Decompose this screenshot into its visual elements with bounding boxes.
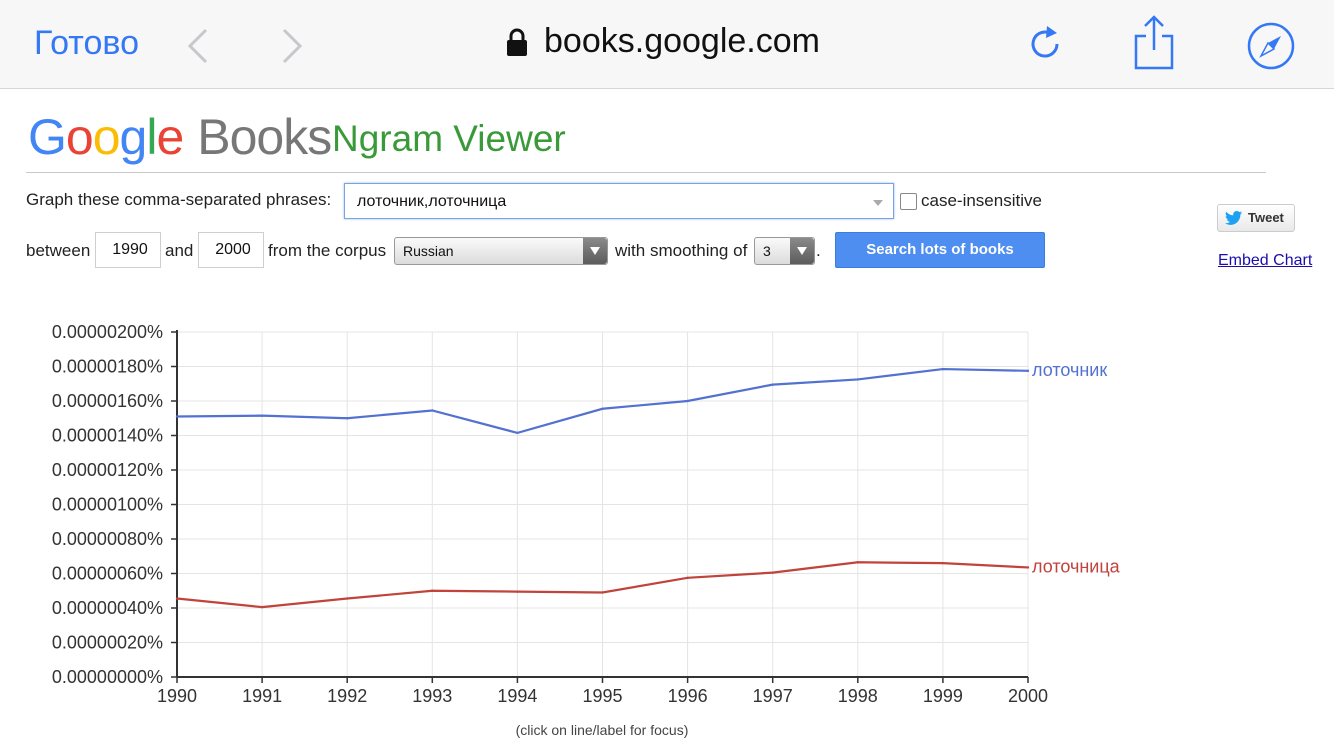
x-tick-label: 1990 <box>157 686 197 706</box>
y-tick-label: 0.00000180% <box>52 357 163 377</box>
data-point <box>516 431 519 435</box>
corpus-select[interactable]: Russian <box>394 237 608 265</box>
forward-chevron-icon[interactable] <box>276 26 306 66</box>
y-tick-label: 0.00000200% <box>52 322 163 342</box>
logo-books: Books <box>197 109 332 165</box>
data-point <box>346 597 349 600</box>
x-tick-label: 1998 <box>838 686 878 706</box>
data-point <box>431 409 434 412</box>
lock-icon <box>507 28 528 56</box>
data-point <box>175 597 179 600</box>
smoothing-period: . <box>816 241 821 260</box>
address-bar[interactable]: books.google.com <box>0 22 1334 66</box>
x-tick-label: 1999 <box>923 686 963 706</box>
phrases-field[interactable] <box>344 183 894 219</box>
x-tick-label: 1994 <box>497 686 537 706</box>
phrases-input[interactable] <box>355 192 859 212</box>
y-tick-label: 0.00000140% <box>52 426 163 446</box>
data-point <box>260 414 264 417</box>
and-label: and <box>165 241 194 260</box>
x-tick-label: 2000 <box>1008 686 1048 706</box>
x-tick-label: 1991 <box>242 686 282 706</box>
corpus-value: Russian <box>403 243 454 259</box>
y-tick-label: 0.00000160% <box>52 391 163 411</box>
google-books-logo[interactable]: Google Books <box>28 108 332 166</box>
series-label-2[interactable]: лоточница <box>1032 556 1121 576</box>
between-label: between <box>26 241 91 260</box>
y-tick-label: 0.00000100% <box>52 495 163 515</box>
share-icon[interactable] <box>1132 14 1176 70</box>
data-point <box>346 417 349 420</box>
logo-google: Google <box>28 109 184 165</box>
y-tick-label: 0.00000040% <box>52 598 163 618</box>
tweet-button[interactable]: Tweet <box>1217 204 1295 232</box>
phrases-label: Graph these comma-separated phrases: <box>26 190 332 209</box>
data-point <box>516 590 519 593</box>
data-point <box>856 378 859 381</box>
year-start-input[interactable] <box>96 233 164 260</box>
data-point <box>175 415 179 418</box>
year-end-field[interactable] <box>198 232 267 268</box>
x-tick-label: 1992 <box>327 686 367 706</box>
x-tick-label: 1995 <box>582 686 622 706</box>
data-point <box>1026 566 1030 569</box>
tweet-label: Tweet <box>1248 210 1284 225</box>
corpus-dropdown-icon <box>583 238 607 264</box>
compass-icon[interactable] <box>1247 22 1295 70</box>
series-label-1[interactable]: лоточник <box>1032 360 1107 380</box>
data-point <box>431 589 434 592</box>
data-point <box>686 576 689 580</box>
x-tick-label: 1993 <box>412 686 452 706</box>
embed-chart-link[interactable]: Embed Chart <box>1218 252 1313 269</box>
twitter-bird-icon <box>1225 211 1242 225</box>
data-point <box>601 591 604 594</box>
year-start-field[interactable] <box>95 232 164 268</box>
data-point <box>856 561 859 564</box>
case-insensitive-checkbox[interactable] <box>900 193 917 210</box>
reload-icon[interactable] <box>1025 24 1065 64</box>
smoothing-label: with smoothing of <box>615 241 748 260</box>
y-tick-label: 0.00000120% <box>52 460 163 480</box>
page-title: Ngram Viewer <box>332 118 566 159</box>
data-point <box>601 407 604 410</box>
search-button[interactable]: Search lots of books <box>835 232 1045 268</box>
y-tick-label: 0.00000000% <box>52 667 163 687</box>
data-point <box>1026 369 1030 373</box>
back-chevron-icon[interactable] <box>184 26 214 66</box>
ngram-chart[interactable]: 0.00000000% 0.00000020% 0.00000040% 0.00000… <box>0 300 1334 750</box>
done-button[interactable]: Готово <box>34 24 139 62</box>
browser-toolbar: Готово books.google.com <box>0 0 1334 89</box>
case-insensitive-label: case-insensitive <box>921 191 1042 210</box>
y-tick-label: 0.00000060% <box>52 564 163 584</box>
smoothing-dropdown-icon <box>790 238 814 264</box>
data-point <box>771 383 774 386</box>
data-point <box>941 367 945 371</box>
header-divider <box>26 172 1266 173</box>
x-tick-label: 1997 <box>753 686 793 706</box>
chart-footnote: (click on line/label for focus) <box>515 722 689 738</box>
x-tick-label: 1996 <box>668 686 708 706</box>
url-text: books.google.com <box>544 22 820 60</box>
data-point <box>771 571 774 574</box>
data-point <box>686 399 689 403</box>
smoothing-select[interactable]: 3 <box>754 237 815 265</box>
y-tick-label: 0.00000020% <box>52 633 163 653</box>
smoothing-value: 3 <box>763 243 771 259</box>
data-point <box>260 605 264 609</box>
phrases-dropdown-icon[interactable] <box>873 200 883 206</box>
y-tick-label: 0.00000080% <box>52 529 163 549</box>
data-point <box>941 561 945 565</box>
year-end-input[interactable] <box>199 233 267 260</box>
corpus-label: from the corpus <box>268 241 387 260</box>
